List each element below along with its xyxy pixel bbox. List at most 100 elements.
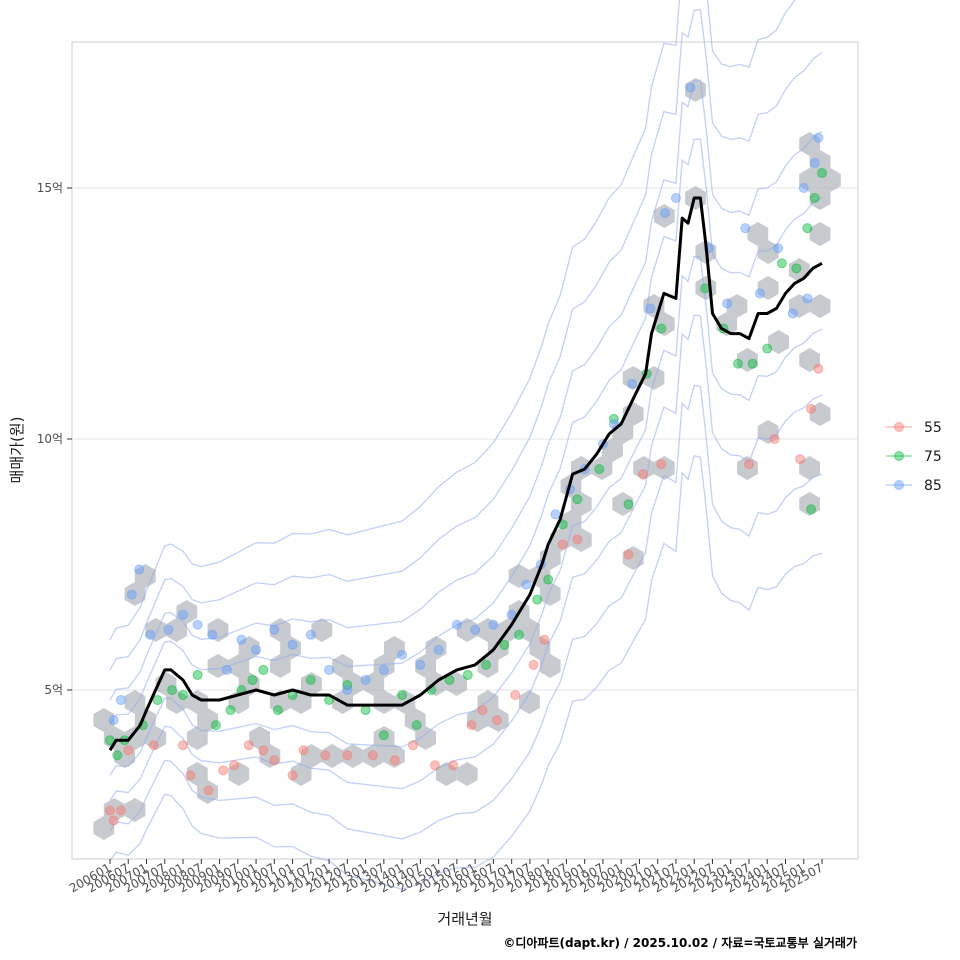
legend-key-dot bbox=[894, 451, 904, 461]
hex-cell bbox=[166, 618, 187, 642]
hex-cell bbox=[114, 744, 135, 768]
hex-cell bbox=[259, 744, 281, 768]
data-point-75 bbox=[656, 323, 667, 334]
data-point-85 bbox=[126, 589, 137, 600]
data-point-85 bbox=[433, 644, 444, 655]
density-contour bbox=[109, 454, 823, 890]
hex-cell bbox=[622, 546, 644, 570]
y-axis-ticks: 5억 10억 15억 bbox=[37, 181, 72, 697]
data-point-85 bbox=[378, 664, 389, 675]
hex-cell bbox=[799, 456, 820, 480]
data-point-75 bbox=[258, 664, 269, 675]
hex-cell bbox=[145, 726, 167, 750]
data-point-85 bbox=[645, 303, 656, 314]
data-point-75 bbox=[378, 730, 389, 741]
data-point-55 bbox=[492, 715, 503, 726]
data-point-55 bbox=[429, 760, 440, 771]
legend-key-dot bbox=[894, 480, 904, 490]
data-point-85 bbox=[550, 509, 561, 520]
hex-cell bbox=[809, 294, 831, 318]
data-point-75 bbox=[210, 720, 221, 731]
data-point-55 bbox=[367, 750, 378, 761]
hex-cell bbox=[290, 762, 312, 786]
data-point-75 bbox=[397, 690, 408, 701]
data-point-55 bbox=[148, 740, 159, 751]
hex-cell bbox=[477, 690, 499, 714]
data-point-75 bbox=[806, 504, 817, 515]
data-point-55 bbox=[123, 745, 134, 756]
hex-cell bbox=[570, 492, 592, 516]
data-point-85 bbox=[192, 619, 203, 630]
hex-cell bbox=[373, 690, 395, 714]
hex-cell bbox=[467, 708, 488, 732]
data-point-85 bbox=[324, 664, 335, 675]
data-point-75 bbox=[247, 674, 258, 685]
data-point-55 bbox=[510, 690, 521, 701]
data-point-55 bbox=[623, 549, 634, 560]
density-contour bbox=[109, 314, 823, 801]
hex-cell bbox=[809, 150, 831, 174]
data-point-55 bbox=[477, 705, 488, 716]
hex-cell bbox=[539, 582, 561, 606]
hex-cell bbox=[321, 744, 343, 768]
data-point-55 bbox=[806, 403, 817, 414]
hex-cell bbox=[643, 366, 665, 390]
hex-cell bbox=[404, 708, 426, 732]
hex-cell bbox=[363, 672, 385, 696]
data-point-75 bbox=[167, 685, 178, 695]
hex-cell bbox=[384, 636, 405, 660]
density-contour bbox=[109, 255, 823, 776]
hex-cell bbox=[436, 762, 457, 786]
hex-cell bbox=[373, 654, 395, 678]
data-point-75 bbox=[802, 223, 813, 234]
data-point-75 bbox=[817, 167, 827, 178]
legend: 55 75 85 bbox=[886, 420, 942, 494]
hex-cell bbox=[519, 690, 540, 714]
data-points bbox=[105, 82, 827, 826]
data-point-55 bbox=[813, 363, 824, 374]
data-point-55 bbox=[243, 740, 254, 751]
hex-cell bbox=[197, 708, 218, 732]
x-axis-ticks: 2006012006072007012007072008012008072009… bbox=[67, 859, 826, 896]
data-point-85 bbox=[145, 629, 156, 640]
y-tick-label: 10억 bbox=[37, 432, 63, 446]
trend-line-path bbox=[108, 196, 823, 751]
hex-cell bbox=[332, 654, 353, 678]
data-point-85 bbox=[659, 208, 670, 219]
hex-cell bbox=[124, 690, 146, 714]
hex-cell bbox=[519, 618, 540, 642]
data-point-55 bbox=[448, 760, 459, 771]
data-point-55 bbox=[185, 770, 196, 781]
data-point-55 bbox=[287, 770, 298, 781]
hex-cell bbox=[290, 690, 312, 714]
data-point-75 bbox=[809, 193, 820, 204]
hex-cell bbox=[487, 708, 509, 732]
hex-cell bbox=[508, 564, 530, 588]
data-point-85 bbox=[627, 378, 638, 389]
y-axis-title: 매매가(원) bbox=[8, 417, 26, 484]
density-contour bbox=[109, 8, 823, 671]
hex-cell bbox=[653, 204, 675, 228]
data-point-85 bbox=[415, 659, 426, 670]
data-point-55 bbox=[656, 459, 667, 470]
data-point-75 bbox=[543, 574, 554, 585]
caption-credit: ©디아파트(dapt.kr) / 2025.10.02 / 자료=국토교통부 실… bbox=[503, 935, 857, 950]
hex-cell bbox=[653, 312, 675, 336]
data-point-75 bbox=[572, 494, 583, 505]
data-point-55 bbox=[408, 740, 419, 751]
x-axis-title: 거래년월 bbox=[437, 910, 492, 928]
density-contours bbox=[109, 0, 823, 890]
data-point-85 bbox=[207, 629, 218, 640]
hex-cell bbox=[799, 168, 820, 192]
hex-cell bbox=[186, 726, 208, 750]
data-point-55 bbox=[269, 755, 280, 766]
data-point-75 bbox=[747, 358, 758, 369]
data-point-85 bbox=[809, 157, 820, 168]
hex-cell bbox=[757, 240, 779, 264]
data-point-85 bbox=[287, 639, 298, 650]
data-point-75 bbox=[152, 695, 163, 706]
data-point-75 bbox=[272, 705, 283, 716]
data-point-75 bbox=[733, 358, 744, 369]
hex-cell bbox=[311, 618, 333, 642]
data-point-85 bbox=[360, 674, 371, 685]
